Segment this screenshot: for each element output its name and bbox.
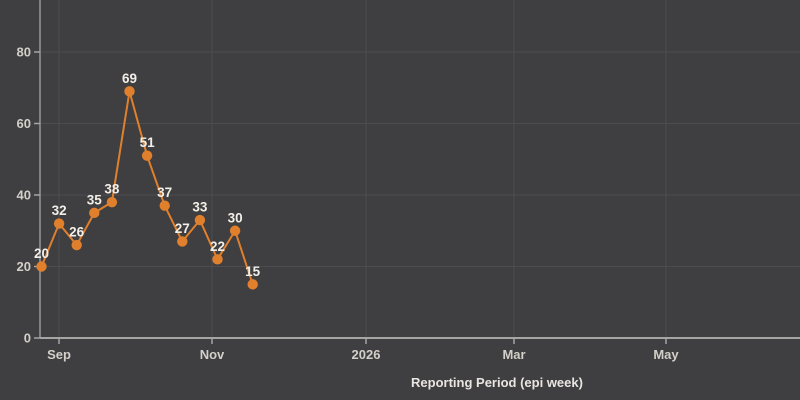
y-tick-label: 20	[17, 259, 31, 274]
x-axis-title: Reporting Period (epi week)	[411, 375, 583, 390]
data-point-label: 20	[34, 246, 49, 261]
series-line	[40, 90, 254, 285]
y-tick-label: 40	[17, 188, 31, 203]
data-point[interactable]	[53, 218, 65, 229]
y-tick-label: 0	[24, 331, 31, 346]
data-point[interactable]	[106, 196, 118, 208]
data-point-label: 38	[104, 182, 120, 197]
data-point[interactable]	[141, 150, 153, 161]
data-point[interactable]	[247, 279, 258, 290]
data-point[interactable]	[124, 86, 135, 97]
y-tick-label: 60	[17, 116, 31, 131]
data-point[interactable]	[177, 236, 188, 247]
data-point-label: 22	[210, 239, 225, 254]
data-point-label: 32	[52, 203, 67, 218]
data-point-label: 35	[87, 192, 103, 207]
data-point-label: 15	[245, 264, 261, 279]
data-point-label: 27	[175, 221, 190, 236]
x-tick-label: Nov	[200, 347, 225, 362]
data-point[interactable]	[229, 225, 241, 236]
data-point-label: 51	[140, 135, 156, 150]
data-point-label: 69	[122, 71, 137, 86]
x-tick-label: 2026	[352, 347, 381, 362]
data-point[interactable]	[89, 207, 100, 219]
y-tick-label: 80	[17, 45, 31, 60]
x-tick-label: Sep	[47, 347, 71, 362]
x-tick-label: Mar	[502, 347, 525, 362]
data-point[interactable]	[36, 261, 47, 272]
data-point[interactable]	[71, 239, 82, 251]
data-point-label: 37	[157, 185, 172, 200]
data-point-label: 26	[69, 225, 85, 240]
x-tick-label: May	[653, 347, 679, 362]
data-point-label: 30	[228, 210, 243, 225]
data-point[interactable]	[159, 200, 170, 211]
data-point-label: 33	[192, 200, 208, 215]
data-point[interactable]	[212, 254, 223, 265]
data-point[interactable]	[194, 214, 206, 226]
